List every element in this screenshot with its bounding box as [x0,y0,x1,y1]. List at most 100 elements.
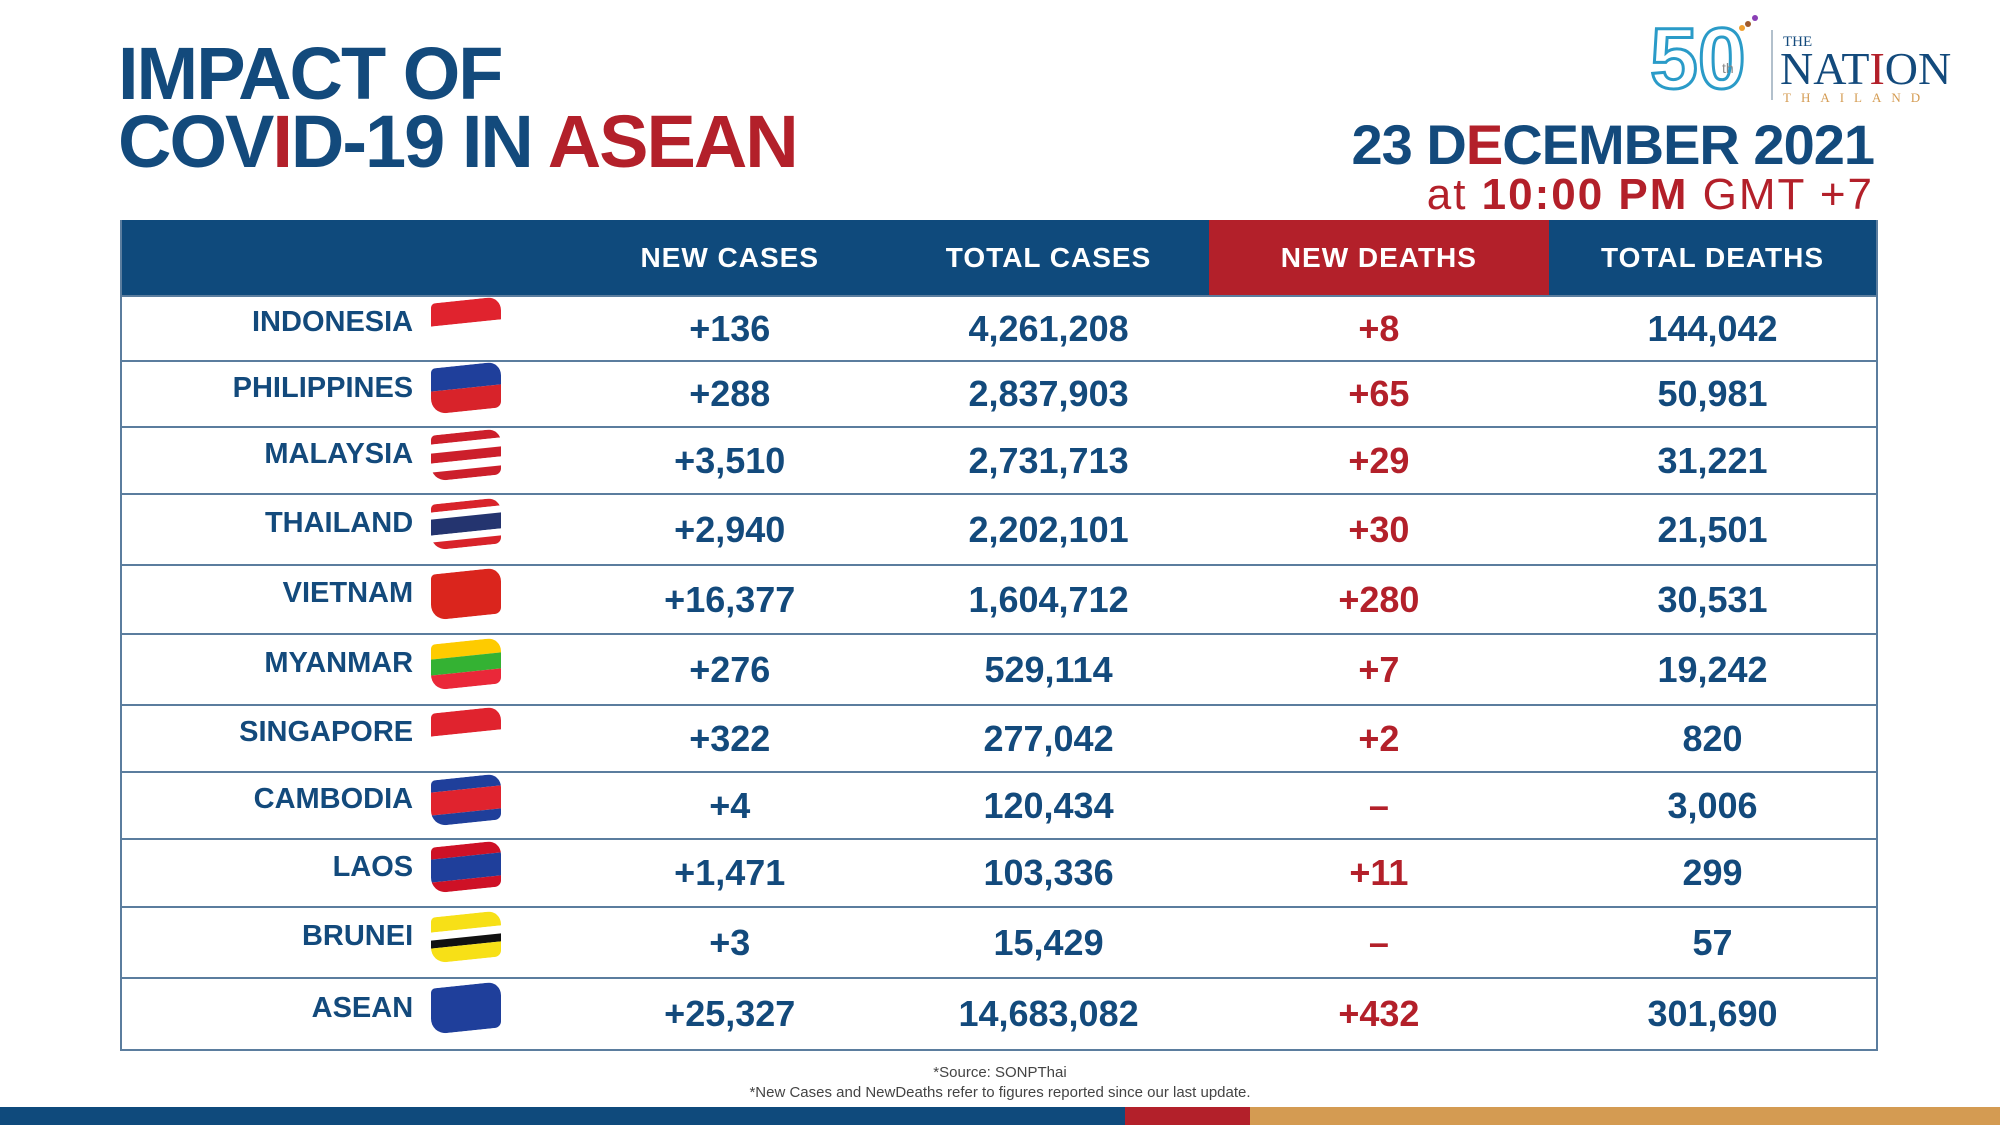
total-deaths-cell: 57 [1549,906,1877,978]
new-deaths-cell: +30 [1208,493,1550,565]
svg-text:THE: THE [1783,34,1812,50]
new-deaths-cell: +7 [1208,633,1550,705]
country-cell: VIETNAM [121,564,572,634]
new-cases-cell: +25,327 [571,977,889,1051]
table-row: INDONESIA +136 4,261,208 +8 144,042 [121,295,1877,361]
new-cases-cell: +1,471 [571,838,889,907]
svg-text:50: 50 [1650,11,1746,105]
title-text: COV [118,100,274,183]
new-cases-cell: +3,510 [571,426,889,494]
title-text: D-19 IN [290,100,548,183]
asean-flag-icon [431,981,502,1035]
total-deaths-cell: 30,531 [1549,564,1877,634]
country-cell: MYANMAR [121,633,572,705]
table-row: MYANMAR +276 529,114 +7 19,242 [121,633,1877,705]
total-cases-cell: 103,336 [888,838,1209,907]
country-cell: LAOS [121,838,572,907]
time-text: at [1426,170,1482,219]
country-name: INDONESIA [252,306,414,338]
column-header-new-cases: NEW CASES [571,220,889,296]
definition-note: *New Cases and NewDeaths refer to figure… [749,1084,1251,1101]
total-cases-cell: 2,837,903 [888,360,1209,427]
philippines-flag-icon [431,361,502,415]
new-cases-cell: +322 [571,704,889,772]
source-note: *Source: SONPThai [933,1064,1067,1081]
cambodia-flag-icon [431,772,502,827]
vietnam-flag-icon [431,566,502,621]
country-cell: MALAYSIA [121,426,572,494]
new-deaths-cell: +11 [1208,838,1550,907]
country-cell: PHILIPPINES [121,360,572,427]
time-text: GMT +7 [1688,170,1874,219]
date-text: E [1465,113,1503,176]
total-cases-cell: 1,604,712 [888,564,1209,634]
covid-table: NEW CASES TOTAL CASES NEW DEATHS TOTAL D… [120,220,1878,1051]
title-line-1: IMPACT OF [118,32,503,115]
title-line-2: COVID-19 IN ASEAN [118,105,799,179]
table-row: LAOS +1,471 103,336 +11 299 [121,838,1877,907]
svg-text:th: th [1722,60,1734,76]
brunei-flag-icon [431,909,502,964]
time-text: 10:00 PM [1481,170,1689,219]
total-deaths-cell: 144,042 [1549,295,1877,361]
new-cases-cell: +3 [571,906,889,978]
country-name: LAOS [332,850,414,883]
table-row: MALAYSIA +3,510 2,731,713 +29 31,221 [121,426,1877,494]
country-name: MALAYSIA [264,438,414,470]
page-title: IMPACT OF COVID-19 IN ASEAN [118,32,799,179]
date-text: CEMBER 2021 [1502,113,1875,176]
new-deaths-cell: +280 [1208,564,1550,634]
country-cell: BRUNEI [121,906,572,978]
total-cases-cell: 2,202,101 [888,493,1209,565]
country-name: VIETNAM [282,577,414,609]
table-row: ASEAN +25,327 14,683,082 +432 301,690 [121,977,1877,1051]
country-cell: THAILAND [121,493,572,565]
country-name: PHILIPPINES [232,371,414,404]
svg-text:NATION: NATION [1780,43,1951,94]
column-header-new-deaths: NEW DEATHS [1208,220,1550,296]
total-deaths-cell: 50,981 [1549,360,1877,427]
footer-bar-tan [1250,1107,2000,1125]
footer-bar-red [1125,1107,1250,1125]
singapore-flag-icon [431,705,502,760]
table-row: THAILAND +2,940 2,202,101 +30 21,501 [121,493,1877,565]
laos-flag-icon [431,840,502,894]
total-cases-cell: 529,114 [888,633,1209,705]
country-cell: INDONESIA [121,295,572,361]
total-deaths-cell: 3,006 [1549,771,1877,839]
new-deaths-cell: +2 [1208,704,1550,772]
myanmar-flag-icon [431,636,502,691]
table-row: CAMBODIA +4 120,434 – 3,006 [121,771,1877,839]
column-header-total-cases: TOTAL CASES [888,220,1209,296]
table-row: VIETNAM +16,377 1,604,712 +280 30,531 [121,564,1877,634]
new-cases-cell: +16,377 [571,564,889,634]
footnotes: *Source: SONPThai *New Cases and NewDeat… [0,1063,2000,1103]
total-cases-cell: 14,683,082 [888,977,1209,1051]
malaysia-flag-icon [431,427,502,482]
country-cell: CAMBODIA [121,771,572,839]
new-deaths-cell: +8 [1208,295,1550,361]
country-name: CAMBODIA [253,783,414,815]
table-header: NEW CASES TOTAL CASES NEW DEATHS TOTAL D… [121,220,1877,296]
total-deaths-cell: 31,221 [1549,426,1877,494]
country-name: BRUNEI [301,920,414,952]
report-time: at 10:00 PM GMT +7 [1427,170,1874,220]
column-header-country [121,220,572,296]
report-date: 23 DECEMBER 2021 [1351,112,1875,177]
country-name: SINGAPORE [239,716,414,748]
new-deaths-cell: +432 [1208,977,1550,1051]
total-deaths-cell: 820 [1549,704,1877,772]
new-deaths-cell: – [1208,771,1550,839]
new-cases-cell: +136 [571,295,889,361]
svg-text:THAILAND: THAILAND [1783,90,1930,105]
total-cases-cell: 15,429 [888,906,1209,978]
date-text: 23 D [1351,113,1467,176]
new-deaths-cell: +65 [1208,360,1550,427]
total-cases-cell: 4,261,208 [888,295,1209,361]
indonesia-flag-icon [431,295,502,350]
country-name: ASEAN [311,991,414,1024]
country-cell: ASEAN [121,977,572,1051]
table-row: SINGAPORE +322 277,042 +2 820 [121,704,1877,772]
table-row: PHILIPPINES +288 2,837,903 +65 50,981 [121,360,1877,427]
title-text: ASEAN [547,100,799,183]
